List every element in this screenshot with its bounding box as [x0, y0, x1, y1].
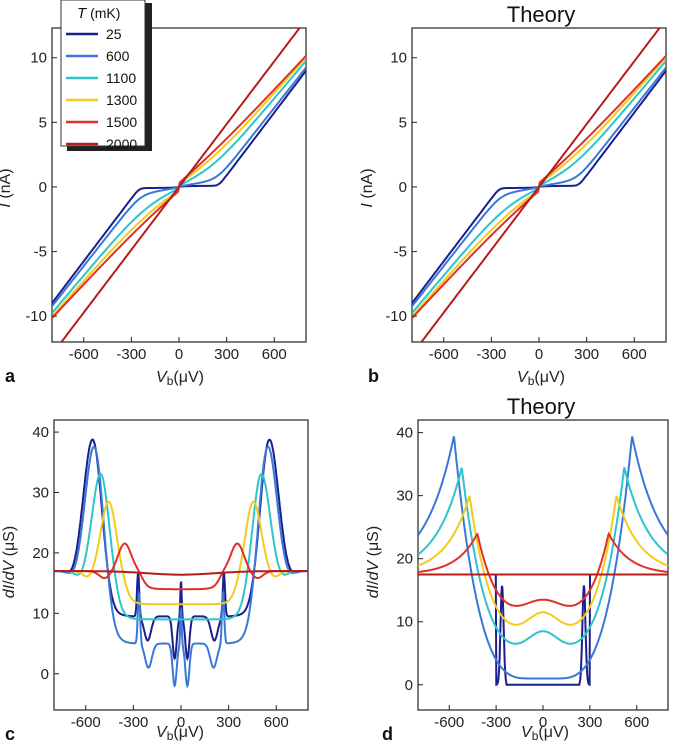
panel-b-ticks: -600 -300 0 300 600 -10 -5 0 5 10: [385, 50, 646, 363]
panel-b-ytick-label: 10: [390, 50, 407, 67]
panel-a-ytick-label: 0: [39, 179, 47, 196]
legend-items: 25 600 1100 1300 1500 2000: [66, 26, 137, 152]
panel-c-ytick-label: 20: [32, 545, 49, 562]
panel-c-ytick-label: 40: [32, 424, 49, 441]
panel-b-ytick-label: 0: [399, 179, 407, 196]
panel-label-b: b: [368, 366, 379, 386]
legend-label-25: 25: [106, 26, 122, 42]
panel-d-xtick-label: 300: [577, 714, 602, 731]
panel-c-ytick-label: 10: [32, 605, 49, 622]
panel-c-xtick-label: 300: [216, 714, 241, 731]
panel-d-xtick-label: -600: [434, 714, 464, 731]
panel-d-ticks: -600 -300 0 300 600 0 10 20 30 40: [396, 425, 649, 731]
panel-d-frame: [417, 419, 669, 711]
panel-c-curves: [54, 438, 308, 689]
panel-a-xtick-label: 300: [214, 346, 239, 363]
panel-b: -600 -300 0 300 600 -10 -5 0 5 10 Theory I (nA) V…: [359, 2, 667, 388]
legend-label-1100: 1100: [106, 70, 136, 86]
panel-a-ytick-label: -10: [25, 308, 47, 325]
panel-a-ytick-label: -5: [34, 244, 47, 261]
panel-label-a: a: [5, 366, 16, 386]
panel-c-ticks: -600 -300 0 300 600 0 10 20 30 40: [32, 424, 288, 731]
panel-d-curves: [418, 436, 668, 687]
panel-d-curve-1300: [418, 495, 668, 626]
panel-a-xtick-label: -300: [116, 346, 146, 363]
panel-c-xtick-label: 0: [177, 714, 185, 731]
legend-label-1500: 1500: [106, 114, 137, 130]
panel-b-ytick-label: -10: [385, 308, 407, 325]
panel-c-xtick-label: -300: [118, 714, 148, 731]
legend-label-600: 600: [106, 48, 130, 64]
panel-b-xtick-label: 300: [574, 346, 599, 363]
panel-d-ytick-label: 40: [396, 425, 413, 442]
panel-c: -600 -300 0 300 600 0 10 20 30 40 dI/dV (μS) Vb(μ…: [1, 419, 309, 744]
panel-c-curve-1300: [54, 500, 308, 606]
panel-d-xtick-label: 0: [539, 714, 547, 731]
panel-b-xtick-label: 600: [622, 346, 647, 363]
panel-c-curve-600: [54, 445, 308, 689]
panel-d-curve-1500: [418, 531, 668, 607]
panel-d-curve-25: [418, 573, 668, 687]
panel-c-ytick-label: 0: [41, 666, 49, 683]
panel-b-ytick-label: 5: [399, 114, 407, 131]
panel-b-curves: [412, 28, 666, 342]
panel-a-xtick-label: -600: [69, 346, 99, 363]
panel-c-ytick-label: 30: [32, 485, 49, 502]
panel-d-xtick-label: 600: [624, 714, 649, 731]
panel-d-xtick-label: -300: [481, 714, 511, 731]
panel-c-frame: [53, 419, 309, 711]
panel-d-ylabel: dI/dV (μS): [365, 526, 382, 598]
panel-b-curve-2000: [420, 28, 661, 342]
legend-title: T (mK): [77, 5, 120, 22]
legend: T (mK) 25 600 1100 1300 1500 2000: [60, 0, 152, 152]
panel-b-xtick-label: 0: [535, 346, 543, 363]
legend-label-2000: 2000: [106, 136, 137, 152]
panel-b-xlabel: Vb(μV): [517, 369, 565, 388]
panel-a-xlabel: Vb(μV): [156, 369, 204, 388]
panel-d-title: Theory: [507, 394, 575, 419]
panel-c-curve-1100: [54, 472, 308, 621]
panel-c-xlabel: Vb(μV): [156, 724, 204, 743]
panel-b-ylabel: I (nA): [359, 168, 376, 207]
panel-a-ticks: -600 -300 0 300 600 -10 -5 0 5 10: [25, 50, 286, 363]
panel-b-ytick-label: -5: [394, 244, 407, 261]
panel-b-xtick-label: -300: [476, 346, 506, 363]
panel-d: -600 -300 0 300 600 0 10 20 30 40 Theory dI/dV (μ…: [365, 394, 669, 744]
panel-b-title: Theory: [507, 2, 575, 27]
panel-b-xtick-label: -600: [429, 346, 459, 363]
panel-d-ytick-label: 10: [396, 614, 413, 631]
panel-a-xtick-label: 0: [175, 346, 183, 363]
panel-label-c: c: [5, 724, 15, 744]
panel-a-ytick-label: 10: [30, 50, 47, 67]
panel-c-ylabel: dI/dV (μS): [1, 526, 18, 598]
panel-c-xtick-label: -600: [71, 714, 101, 731]
panel-d-ytick-label: 0: [405, 677, 413, 694]
panel-a-curve-2000: [60, 28, 301, 342]
panel-c-curve-2000: [54, 570, 308, 576]
panel-d-ytick-label: 20: [396, 551, 413, 568]
legend-label-1300: 1300: [106, 92, 137, 108]
panel-a-ylabel: I (nA): [0, 168, 14, 207]
panel-a-curves: [52, 28, 306, 342]
panel-d-ytick-label: 30: [396, 488, 413, 505]
panel-d-xlabel: Vb(μV): [521, 724, 569, 743]
panel-a-ytick-label: 5: [39, 114, 47, 131]
panel-d-curve-1100: [418, 467, 668, 645]
panel-a: -600 -300 0 300 600 -10 -5 0 5 10 I (nA) Vb(μV) a…: [0, 0, 307, 388]
panel-c-xtick-label: 600: [264, 714, 289, 731]
panel-c-curve-1500: [54, 542, 308, 591]
panel-a-xtick-label: 600: [262, 346, 287, 363]
panel-label-d: d: [382, 724, 393, 744]
panel-d-curve-600: [418, 436, 668, 680]
